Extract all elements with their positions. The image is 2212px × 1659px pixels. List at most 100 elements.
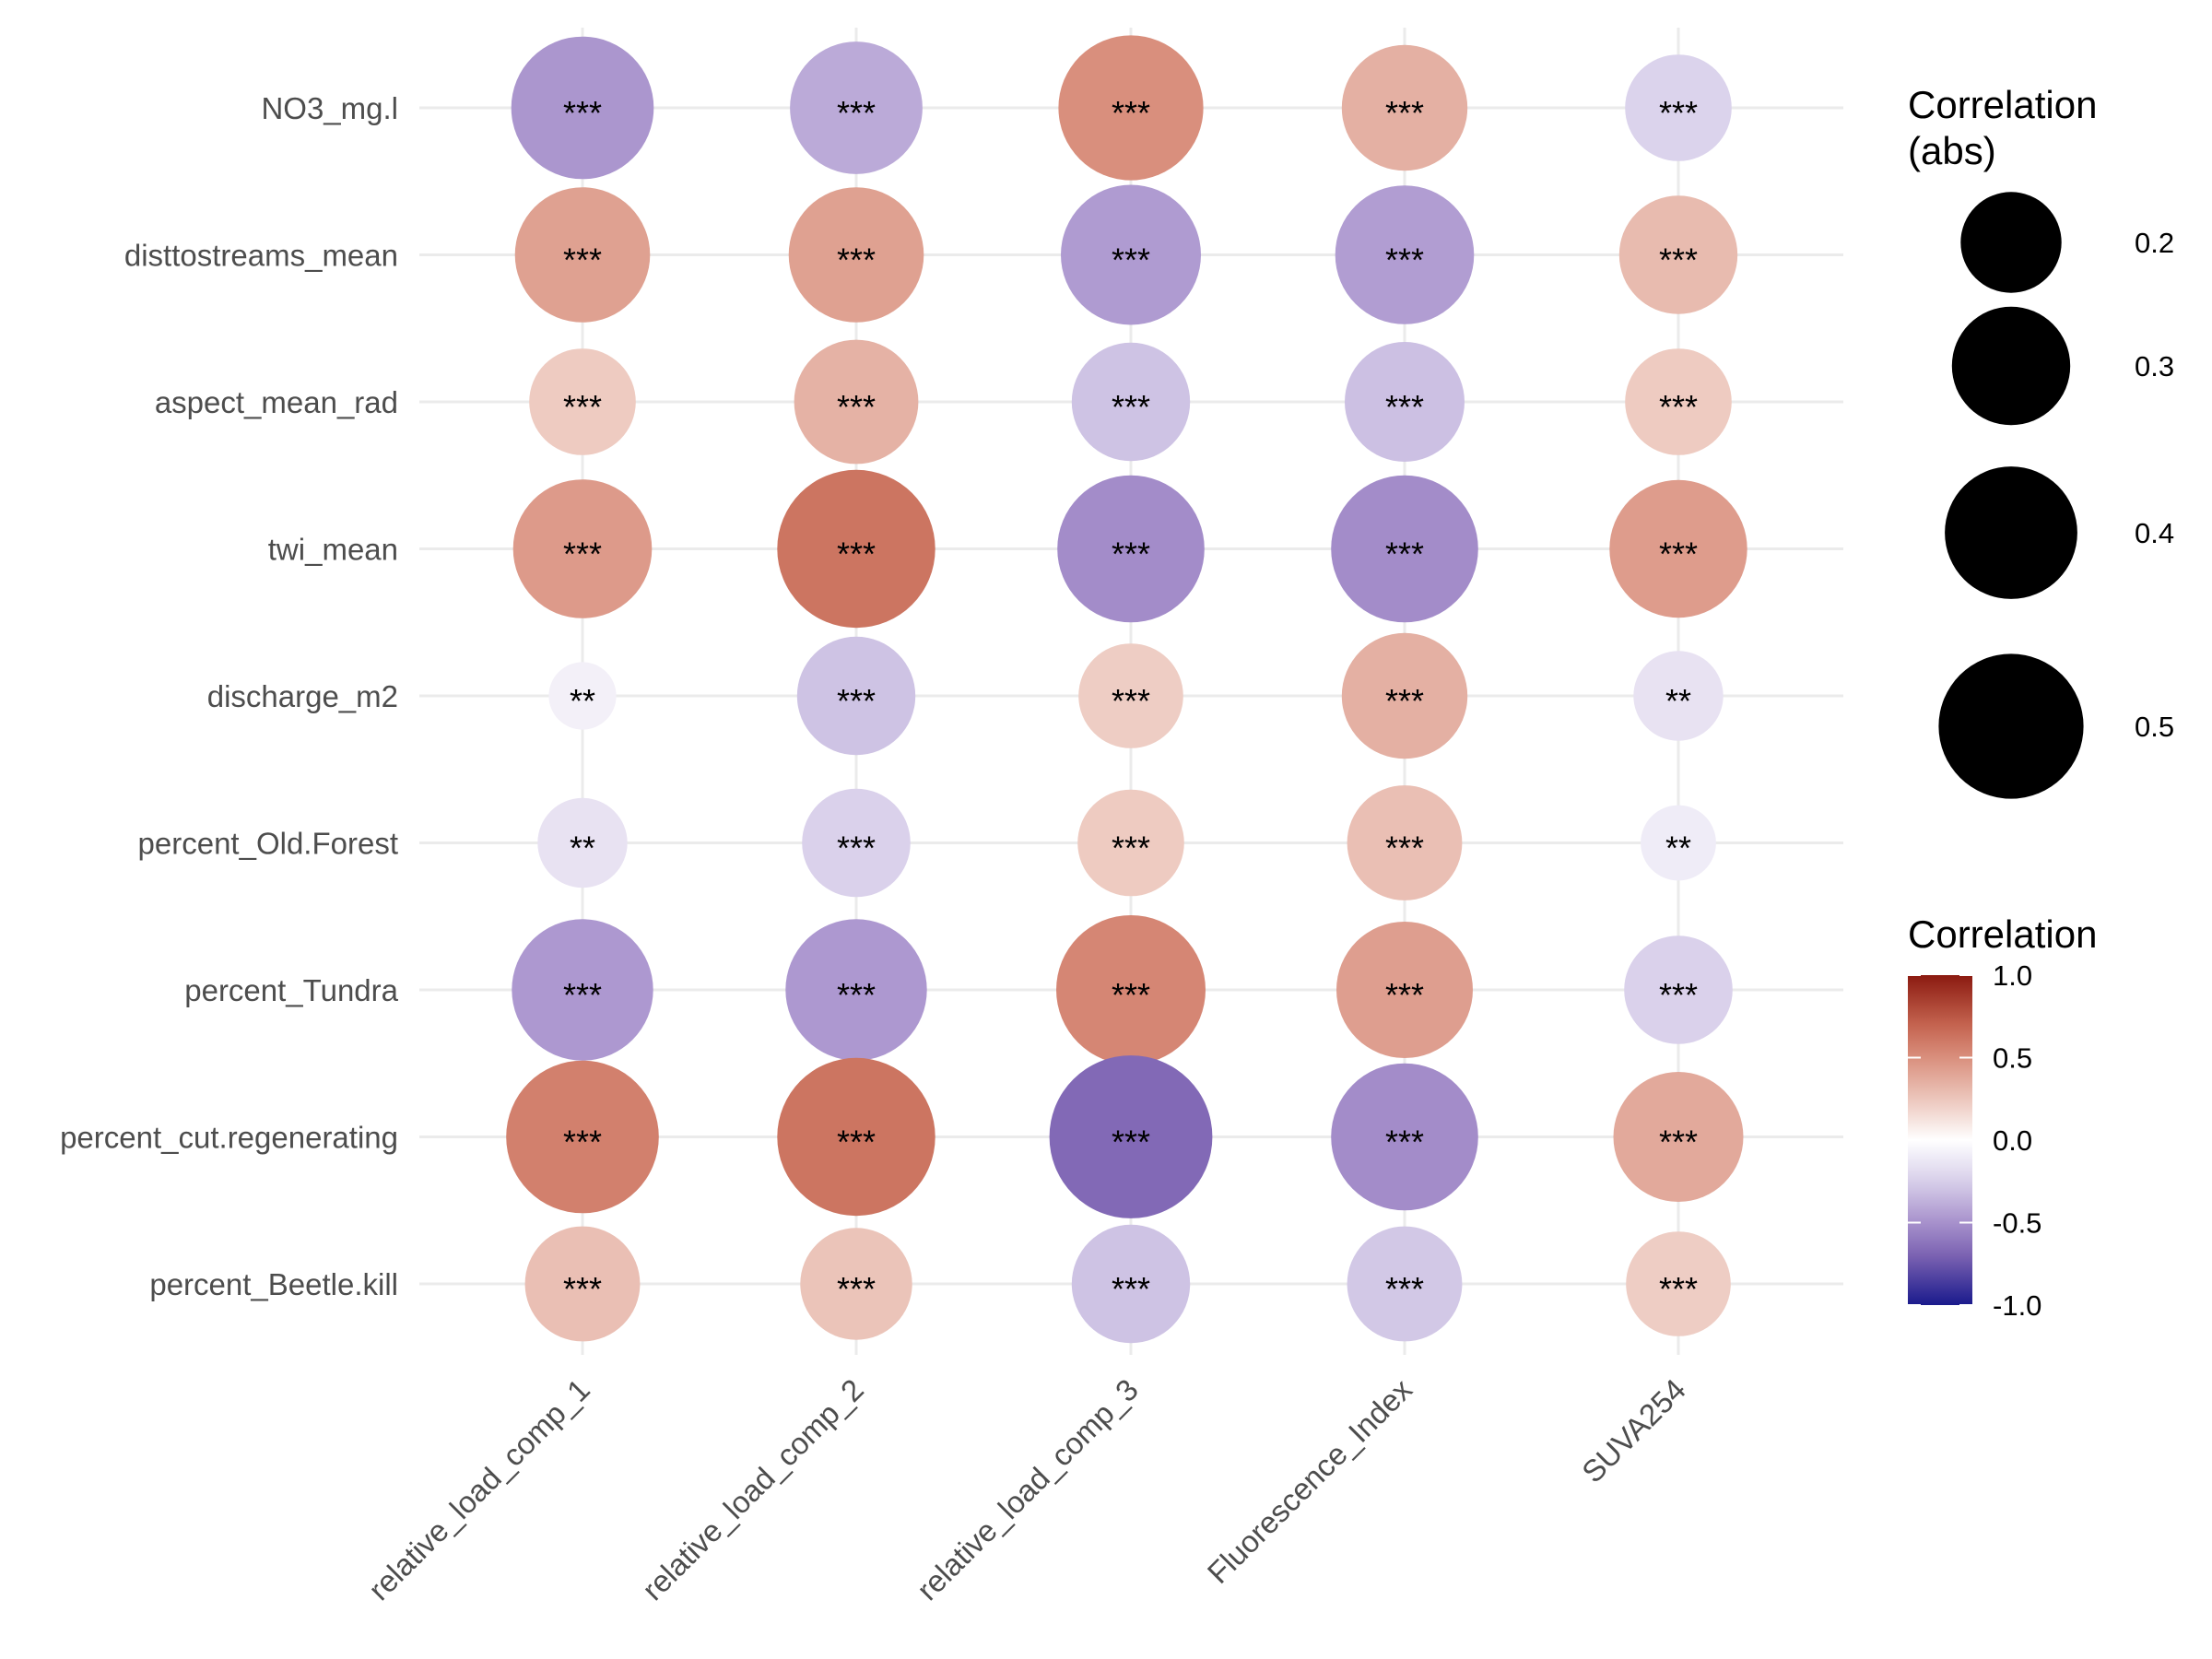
bubble-percent_Old.Forest-relative_load_comp_2	[802, 788, 911, 898]
bubble-percent_Tundra-relative_load_comp_1	[512, 919, 653, 1061]
bubble-percent_Tundra-Fluorescence_Index	[1336, 922, 1473, 1058]
significance-label: ***	[563, 1124, 602, 1161]
y-tick-label: discharge_m2	[207, 679, 398, 713]
significance-label: ***	[563, 94, 602, 132]
bubble-percent_Beetle.kill-relative_load_comp_2	[800, 1228, 912, 1340]
significance-label: ***	[1112, 388, 1150, 426]
significance-label: ***	[1385, 1270, 1424, 1308]
bubble-percent_Beetle.kill-relative_load_comp_3	[1071, 1224, 1191, 1344]
significance-label: ***	[1385, 976, 1424, 1014]
size-legend-key	[1960, 192, 2062, 293]
significance-label: ***	[837, 94, 876, 132]
bubble-discharge_m2-relative_load_comp_2	[796, 636, 916, 756]
size-legend-label: 0.5	[2135, 711, 2174, 743]
bubble-percent_Old.Forest-SUVA254	[1641, 805, 1716, 881]
y-tick-label: twi_mean	[268, 533, 398, 567]
bubble-percent_Old.Forest-relative_load_comp_3	[1077, 789, 1184, 897]
significance-label: ***	[1385, 682, 1424, 720]
bubble-NO3_mg.l-Fluorescence_Index	[1341, 44, 1468, 171]
bubble-percent_Old.Forest-Fluorescence_Index	[1347, 785, 1463, 900]
y-tick-label: percent_Beetle.kill	[149, 1267, 398, 1301]
bubble-aspect_mean_rad-relative_load_comp_1	[529, 348, 636, 455]
bubble-twi_mean-relative_load_comp_2	[777, 469, 935, 629]
significance-label: ***	[1385, 241, 1424, 279]
bubble-aspect_mean_rad-relative_load_comp_3	[1071, 342, 1191, 462]
color-legend-title: Correlation	[1908, 912, 2097, 956]
significance-label: ***	[563, 241, 602, 279]
significance-label: ***	[1112, 830, 1150, 867]
significance-label: ***	[1112, 535, 1150, 573]
y-axis-tick-labels: NO3_mg.l disttostreams_mean aspect_mean_ra…	[60, 91, 399, 1301]
size-legend-key	[1938, 653, 2084, 799]
bubble-percent_Beetle.kill-Fluorescence_Index	[1347, 1226, 1463, 1342]
bubble-disttostreams_mean-relative_load_comp_1	[514, 187, 651, 323]
y-tick-label: NO3_mg.l	[261, 91, 398, 125]
significance-label: ***	[1659, 241, 1698, 279]
size-legend-key	[1945, 466, 2077, 599]
bubble-percent_Tundra-relative_load_comp_3	[1056, 915, 1206, 1065]
bubble-NO3_mg.l-relative_load_comp_2	[790, 41, 923, 174]
significance-label: ***	[1659, 1270, 1698, 1308]
significance-label: ***	[1659, 976, 1698, 1014]
significance-label: ***	[1659, 388, 1698, 426]
colorbar-tick-label: -0.5	[1993, 1207, 2041, 1240]
bubble-discharge_m2-relative_load_comp_3	[1078, 643, 1183, 748]
bubble-aspect_mean_rad-SUVA254	[1625, 348, 1732, 455]
bubble-percent_Tundra-relative_load_comp_2	[785, 919, 927, 1061]
x-tick-label: SUVA254	[1575, 1372, 1692, 1489]
significance-label: ***	[837, 830, 876, 867]
significance-label: ***	[1385, 1124, 1424, 1161]
bubble-percent_Old.Forest-relative_load_comp_1	[537, 797, 628, 888]
bubble-disttostreams_mean-relative_load_comp_3	[1061, 184, 1201, 325]
significance-label: ***	[563, 976, 602, 1014]
bubble-disttostreams_mean-Fluorescence_Index	[1335, 185, 1475, 324]
significance-label: ***	[837, 1270, 876, 1308]
size-legend-title-line-1: Correlation	[1908, 83, 2097, 126]
colorbar-tick-label: 1.0	[1993, 959, 2032, 992]
bubble-percent_Beetle.kill-SUVA254	[1626, 1231, 1731, 1336]
bubble-percent_cut.regenerating-SUVA254	[1613, 1072, 1744, 1202]
colorbar-tick-label: 0.5	[1993, 1042, 2032, 1075]
significance-label: **	[570, 682, 595, 720]
significance-label: ***	[563, 1270, 602, 1308]
bubble-twi_mean-relative_load_comp_1	[512, 479, 653, 618]
significance-label: ***	[1385, 830, 1424, 867]
y-tick-label: disttostreams_mean	[124, 239, 398, 273]
bubble-percent_Beetle.kill-relative_load_comp_1	[524, 1226, 641, 1342]
significance-label: ***	[837, 241, 876, 279]
size-legend-title-line-2: (abs)	[1908, 129, 1996, 172]
bubble-twi_mean-relative_load_comp_3	[1057, 475, 1205, 623]
color-legend: Correlation 1.0 0.5 0.0 -0.5 -1.0	[1908, 912, 2097, 1322]
significance-label: ***	[1659, 1124, 1698, 1161]
colorbar-tick-label: 0.0	[1993, 1124, 2032, 1157]
bubble-discharge_m2-Fluorescence_Index	[1341, 632, 1468, 759]
significance-label: ***	[1659, 535, 1698, 573]
bubble-discharge_m2-SUVA254	[1633, 651, 1724, 741]
x-tick-label: Fluorescence_Index	[1201, 1371, 1419, 1590]
bubble-NO3_mg.l-SUVA254	[1625, 54, 1732, 161]
significance-label: **	[570, 830, 595, 867]
bubble-percent_cut.regenerating-relative_load_comp_2	[777, 1057, 935, 1217]
significance-label: ***	[837, 388, 876, 426]
bubble-NO3_mg.l-relative_load_comp_3	[1058, 35, 1204, 181]
size-legend-label: 0.3	[2135, 350, 2174, 382]
y-tick-label: aspect_mean_rad	[155, 385, 398, 419]
bubble-percent_cut.regenerating-Fluorescence_Index	[1331, 1063, 1478, 1211]
significance-label: ***	[1112, 241, 1150, 279]
significance-label: ***	[1112, 1124, 1150, 1161]
y-tick-label: percent_Tundra	[184, 973, 398, 1007]
bubble-NO3_mg.l-relative_load_comp_1	[511, 36, 654, 180]
size-legend-key	[1951, 306, 2071, 426]
bubble-aspect_mean_rad-Fluorescence_Index	[1345, 342, 1465, 462]
bubble-twi_mean-Fluorescence_Index	[1331, 475, 1478, 623]
x-tick-label: relative_load_comp_1	[361, 1372, 595, 1606]
significance-label: ***	[837, 535, 876, 573]
significance-label: ***	[1659, 94, 1698, 132]
significance-label: ***	[1385, 388, 1424, 426]
bubble-percent_Tundra-SUVA254	[1624, 935, 1733, 1044]
bubble-disttostreams_mean-relative_load_comp_2	[788, 187, 924, 323]
size-legend-label: 0.4	[2135, 517, 2174, 549]
significance-label: ***	[563, 388, 602, 426]
y-tick-label: percent_cut.regenerating	[60, 1121, 398, 1155]
